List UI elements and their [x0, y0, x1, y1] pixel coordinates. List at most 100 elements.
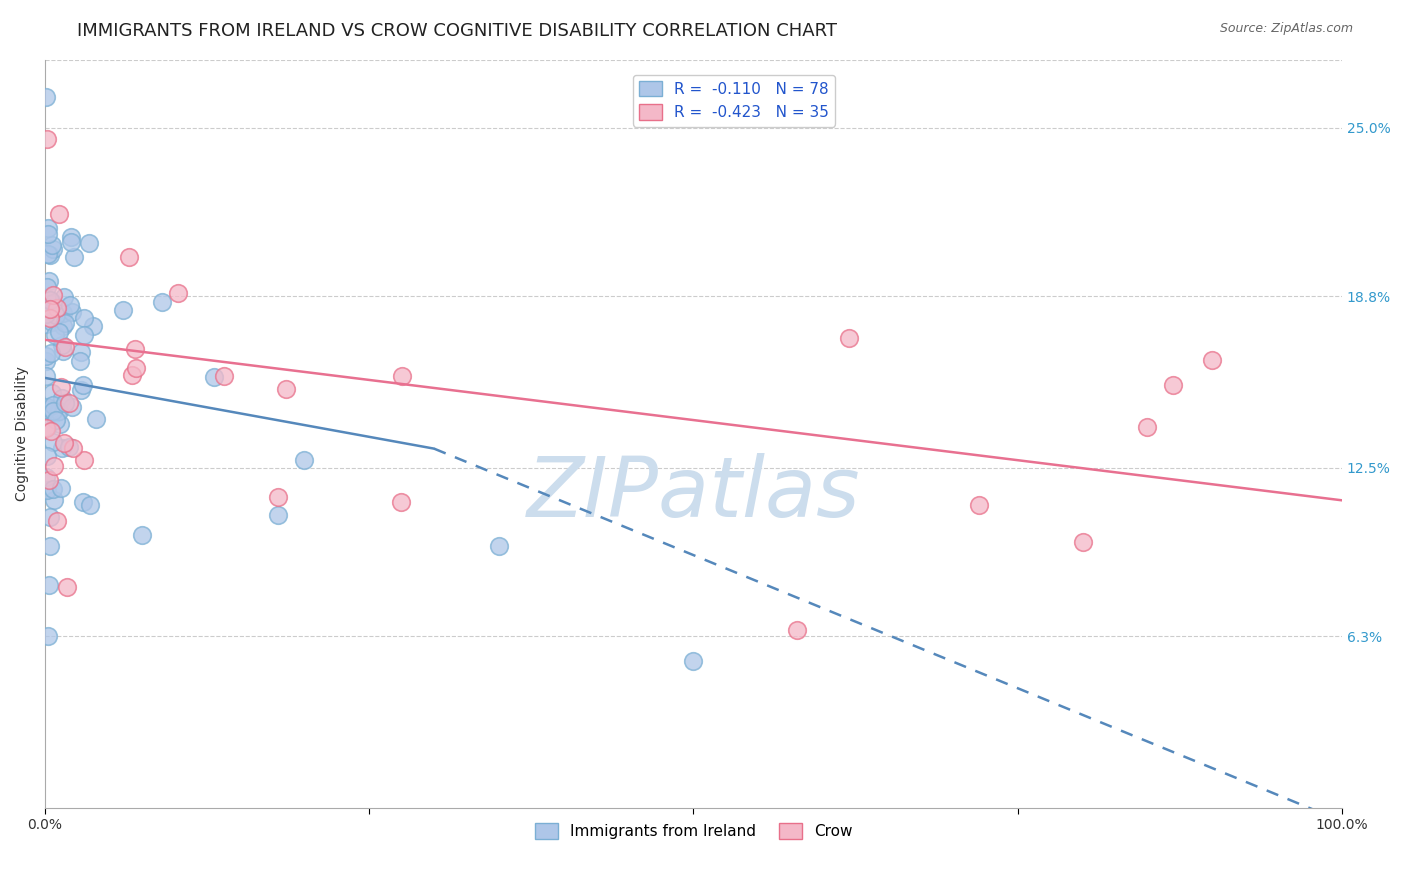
Point: [60, 305, 83, 319]
Point: [39, 248, 62, 262]
Point: [41, 404, 63, 418]
Point: [69, 353, 91, 368]
Point: [35, 483, 58, 497]
Point: [37, 247, 59, 261]
Point: [35, 300, 58, 314]
Point: [121, 368, 143, 383]
Point: [45, 308, 67, 322]
Point: [73, 328, 96, 343]
Point: [125, 361, 148, 376]
Point: [39, 539, 62, 553]
Point: [35, 469, 58, 483]
Point: [118, 250, 141, 264]
Point: [967, 499, 990, 513]
Point: [838, 331, 860, 345]
Point: [37, 220, 59, 235]
Point: [41, 315, 63, 329]
Point: [48, 404, 70, 418]
Point: [79, 498, 101, 512]
Point: [35, 317, 58, 331]
Point: [35, 421, 58, 435]
Point: [38, 577, 60, 591]
Point: [274, 382, 297, 396]
Point: [73, 452, 96, 467]
Point: [37, 400, 59, 414]
Point: [37, 628, 59, 642]
Point: [42, 493, 65, 508]
Point: [48, 325, 70, 339]
Point: [488, 539, 510, 553]
Text: ZIPatlas: ZIPatlas: [527, 453, 860, 534]
Point: [41, 346, 63, 360]
Point: [72, 378, 94, 392]
Point: [42, 296, 65, 310]
Legend: Immigrants from Ireland, Crow: Immigrants from Ireland, Crow: [529, 817, 859, 845]
Point: [35, 353, 58, 368]
Point: [59, 230, 82, 244]
Point: [41, 238, 63, 252]
Point: [37, 132, 59, 146]
Point: [42, 288, 65, 302]
Point: [38, 473, 60, 487]
Point: [786, 624, 808, 638]
Point: [49, 481, 72, 495]
Point: [48, 207, 70, 221]
Point: [46, 514, 69, 528]
Point: [38, 509, 60, 524]
Point: [52, 306, 75, 320]
Point: [111, 302, 134, 317]
Point: [69, 345, 91, 359]
Point: [49, 379, 72, 393]
Text: IMMIGRANTS FROM IRELAND VS CROW COGNITIVE DISABILITY CORRELATION CHART: IMMIGRANTS FROM IRELAND VS CROW COGNITIV…: [77, 22, 838, 40]
Point: [267, 490, 290, 504]
Point: [49, 417, 72, 431]
Point: [267, 508, 290, 522]
Point: [35, 90, 58, 104]
Text: Source: ZipAtlas.com: Source: ZipAtlas.com: [1219, 22, 1353, 36]
Point: [82, 318, 104, 333]
Point: [131, 527, 153, 541]
Point: [391, 368, 413, 383]
Point: [42, 398, 65, 412]
Point: [35, 280, 58, 294]
Point: [84, 412, 107, 426]
Point: [41, 242, 63, 256]
Point: [52, 344, 75, 359]
Point: [42, 482, 65, 496]
Point: [1163, 377, 1185, 392]
Point: [35, 349, 58, 363]
Point: [69, 383, 91, 397]
Point: [79, 235, 101, 250]
Point: [63, 250, 86, 264]
Point: [1201, 353, 1223, 368]
Point: [44, 328, 66, 343]
Point: [52, 290, 75, 304]
Point: [51, 441, 73, 455]
Point: [59, 298, 82, 312]
Point: [202, 370, 225, 384]
Point: [35, 307, 58, 321]
Point: [51, 391, 73, 405]
Point: [73, 311, 96, 326]
Point: [37, 450, 59, 464]
Point: [38, 274, 60, 288]
Point: [53, 316, 76, 330]
Point: [389, 494, 412, 508]
Point: [37, 419, 59, 434]
Point: [55, 580, 77, 594]
Point: [53, 341, 76, 355]
Point: [35, 368, 58, 383]
Point: [51, 318, 73, 333]
Point: [212, 369, 235, 384]
Point: [62, 401, 84, 415]
Point: [38, 293, 60, 308]
Point: [72, 494, 94, 508]
Point: [62, 441, 84, 455]
Point: [42, 435, 65, 450]
Y-axis label: Cognitive Disability: Cognitive Disability: [15, 367, 30, 501]
Point: [37, 227, 59, 242]
Point: [60, 235, 83, 250]
Point: [292, 453, 315, 467]
Point: [167, 285, 190, 300]
Point: [45, 412, 67, 426]
